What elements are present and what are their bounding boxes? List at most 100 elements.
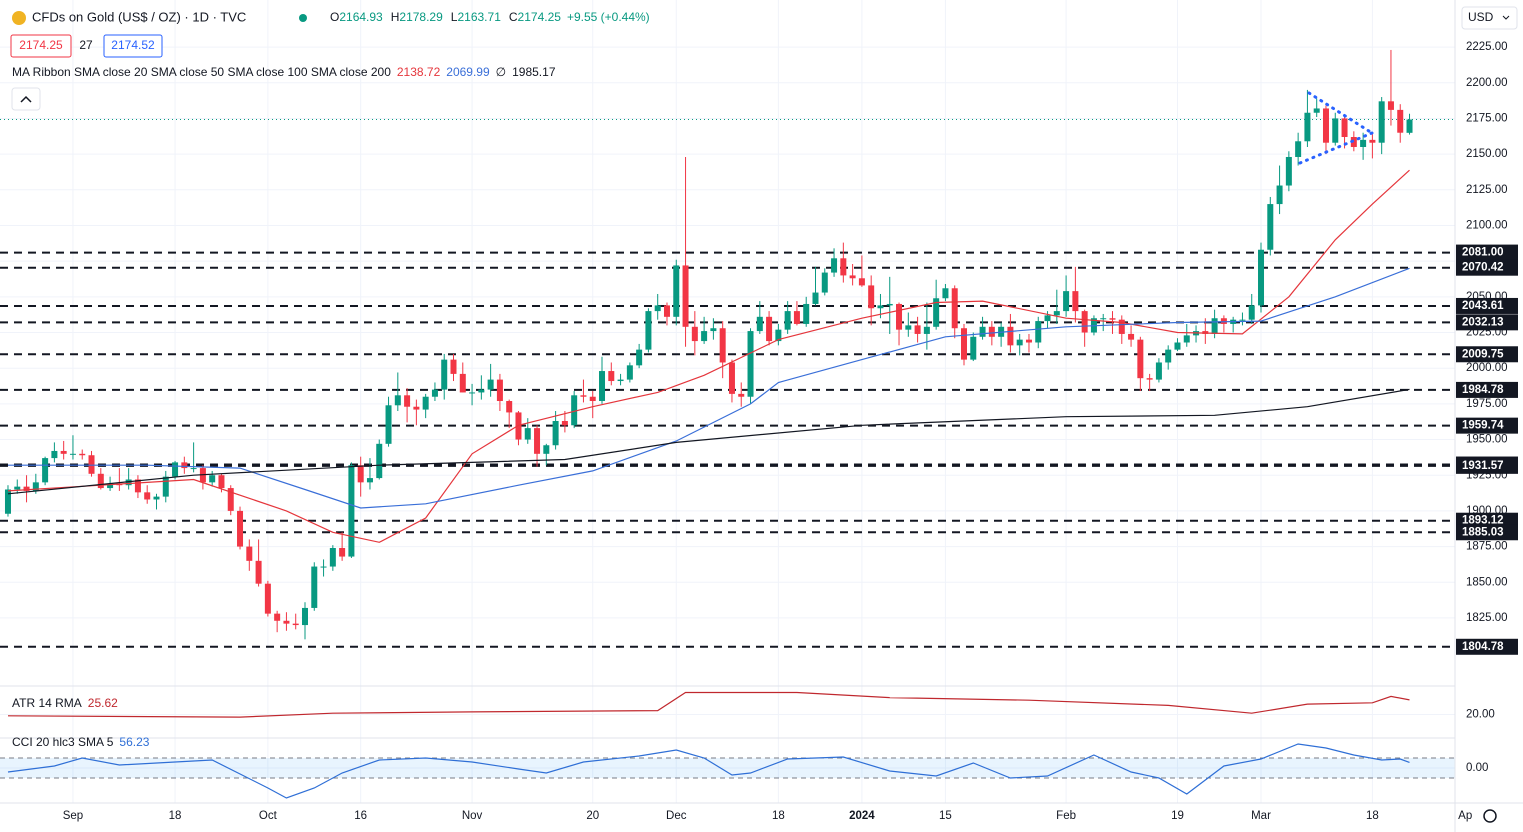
y-tick-label: 2125.00 [1466,184,1508,196]
quote-value: 2163.71 [457,10,501,24]
currency-button[interactable] [1461,6,1518,30]
candle-body [1369,139,1376,143]
candle-body [1007,326,1014,346]
candle-body [831,258,838,273]
y-tick-label: 1975.00 [1466,398,1508,410]
candle-body [1387,101,1394,110]
candle-body [487,379,494,390]
candle-body [747,331,754,397]
cci-label: CCI 20 hlc3 SMA 5 [12,735,114,749]
candle-body [107,483,114,489]
candle-body [227,488,234,511]
candle-body [1397,109,1404,133]
candle-body [144,492,151,500]
candle-body [1016,339,1023,346]
level-label-box [1456,417,1518,434]
x-tick-label: 19 [1171,810,1184,822]
candle-body [42,458,49,483]
candle-body [1378,101,1385,143]
candle-body [478,389,485,393]
candle-body [218,475,225,489]
quote-change: +9.55 (+0.44%) [567,10,650,24]
candle-body [728,362,735,394]
quote-value: 2164.93 [339,10,383,24]
candle-body [580,395,587,397]
candle-body [970,336,977,360]
sell-box[interactable] [10,34,72,58]
candle-body [1137,339,1144,379]
candle-body [701,331,708,342]
candle-body [756,316,763,332]
candle-body [858,278,865,286]
y-tick-label: 1825.00 [1466,612,1508,624]
candle-body [784,311,791,330]
candle-body [571,395,578,426]
ma-missing: ∅ [496,65,506,79]
candle-body [1118,319,1125,334]
candle-body [1360,139,1367,147]
candle-body [775,329,782,342]
collapse-button[interactable] [11,87,41,111]
candle-body [79,453,86,456]
cci-band [0,758,1455,778]
x-tick-label: Sep [63,810,83,822]
candle-body [1063,291,1070,312]
candle-body [1146,378,1153,380]
candle-body [1313,108,1320,113]
candle-body [617,379,624,382]
candle-body [1044,315,1051,322]
settings-icon[interactable] [1483,809,1497,823]
quote-value: 2178.29 [399,10,443,24]
candle-body [348,465,355,557]
collapse-icon [20,95,32,103]
candle-body [1267,204,1274,250]
x-tick-label: Feb [1056,810,1076,822]
level-label-box [1456,524,1518,541]
candle-body [1341,118,1348,137]
y-tick-label: 2175.00 [1466,112,1508,124]
buy-box[interactable] [103,34,163,58]
chart-title: CFDs on Gold (US$ / OZ) · 1D · TVC [32,9,246,24]
quote-key: C [509,10,518,24]
level-label: 1804.78 [1462,641,1504,653]
level-label-box [1456,259,1518,276]
candle-body [821,272,828,293]
quote-key: H [391,10,400,24]
candle-body [394,395,401,406]
candle-body [496,379,503,402]
atr-value: 25.62 [88,696,118,710]
sell-price: 2174.25 [19,38,63,52]
candle-body [14,486,21,490]
candle-body [543,445,550,454]
quote-key: O [330,10,339,24]
y-tick-label: 0.00 [1466,762,1488,774]
candle-body [1332,118,1339,143]
candle-body [404,395,411,407]
candle-body [561,420,568,426]
x-tick-label: Mar [1251,810,1271,822]
atr-line [7,691,1410,718]
market-status [299,14,307,22]
level-label: 1959.74 [1462,420,1504,432]
candle-body [1276,185,1283,205]
candle-body [385,405,392,444]
level-label: 1893.12 [1462,515,1504,527]
candle-body [636,349,643,366]
candle-body [849,275,856,279]
candle-body [320,566,327,568]
y-tick-label: 1850.00 [1466,576,1508,588]
candle-body [803,303,810,324]
candle-body [1211,318,1218,334]
candle-body [311,566,318,608]
x-tick-label: Oct [259,810,278,822]
candle-body [32,482,39,491]
currency: USD [1468,10,1494,24]
candle-body [1322,108,1329,143]
candle-body [190,468,197,470]
plot [4,49,1413,799]
candle-body [125,479,132,486]
candle-body [914,325,921,334]
level-label: 2032.13 [1462,316,1504,328]
